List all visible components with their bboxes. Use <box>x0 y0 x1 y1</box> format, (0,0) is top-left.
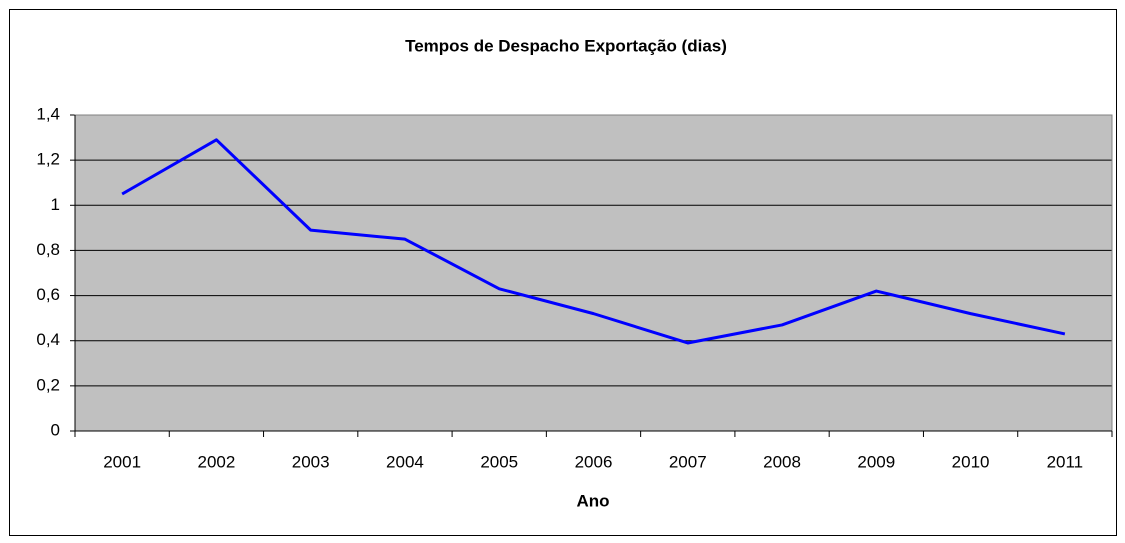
plot-area <box>75 115 1112 431</box>
x-tick-label: 2003 <box>292 452 330 471</box>
y-tick-label: 0,2 <box>36 375 60 394</box>
x-axis-label: Ano <box>576 491 609 510</box>
x-tick-label: 2006 <box>575 452 613 471</box>
data-line <box>121 138 1066 345</box>
y-tick-label: 1 <box>51 195 60 214</box>
y-tick-label: 0,4 <box>36 330 60 349</box>
x-tick-label: 2005 <box>480 452 518 471</box>
y-tick-label: 0,6 <box>36 285 60 304</box>
chart-title: Tempos de Despacho Exportação (dias) <box>405 36 727 55</box>
x-tick-label: 2002 <box>197 452 235 471</box>
x-tick-label: 2008 <box>763 452 801 471</box>
x-tick-label: 2004 <box>386 452 424 471</box>
y-tick-label: 0 <box>51 420 60 439</box>
y-tick-label: 1,4 <box>36 104 60 123</box>
x-tick-label: 2011 <box>1047 452 1084 471</box>
y-tick-label: 1,2 <box>36 150 60 169</box>
x-tick-label: 2010 <box>952 452 990 471</box>
y-tick-label: 0,8 <box>36 240 60 259</box>
x-tick-label: 2001 <box>103 452 141 471</box>
x-tick-label: 2007 <box>669 452 707 471</box>
x-tick-label: 2009 <box>857 452 895 471</box>
